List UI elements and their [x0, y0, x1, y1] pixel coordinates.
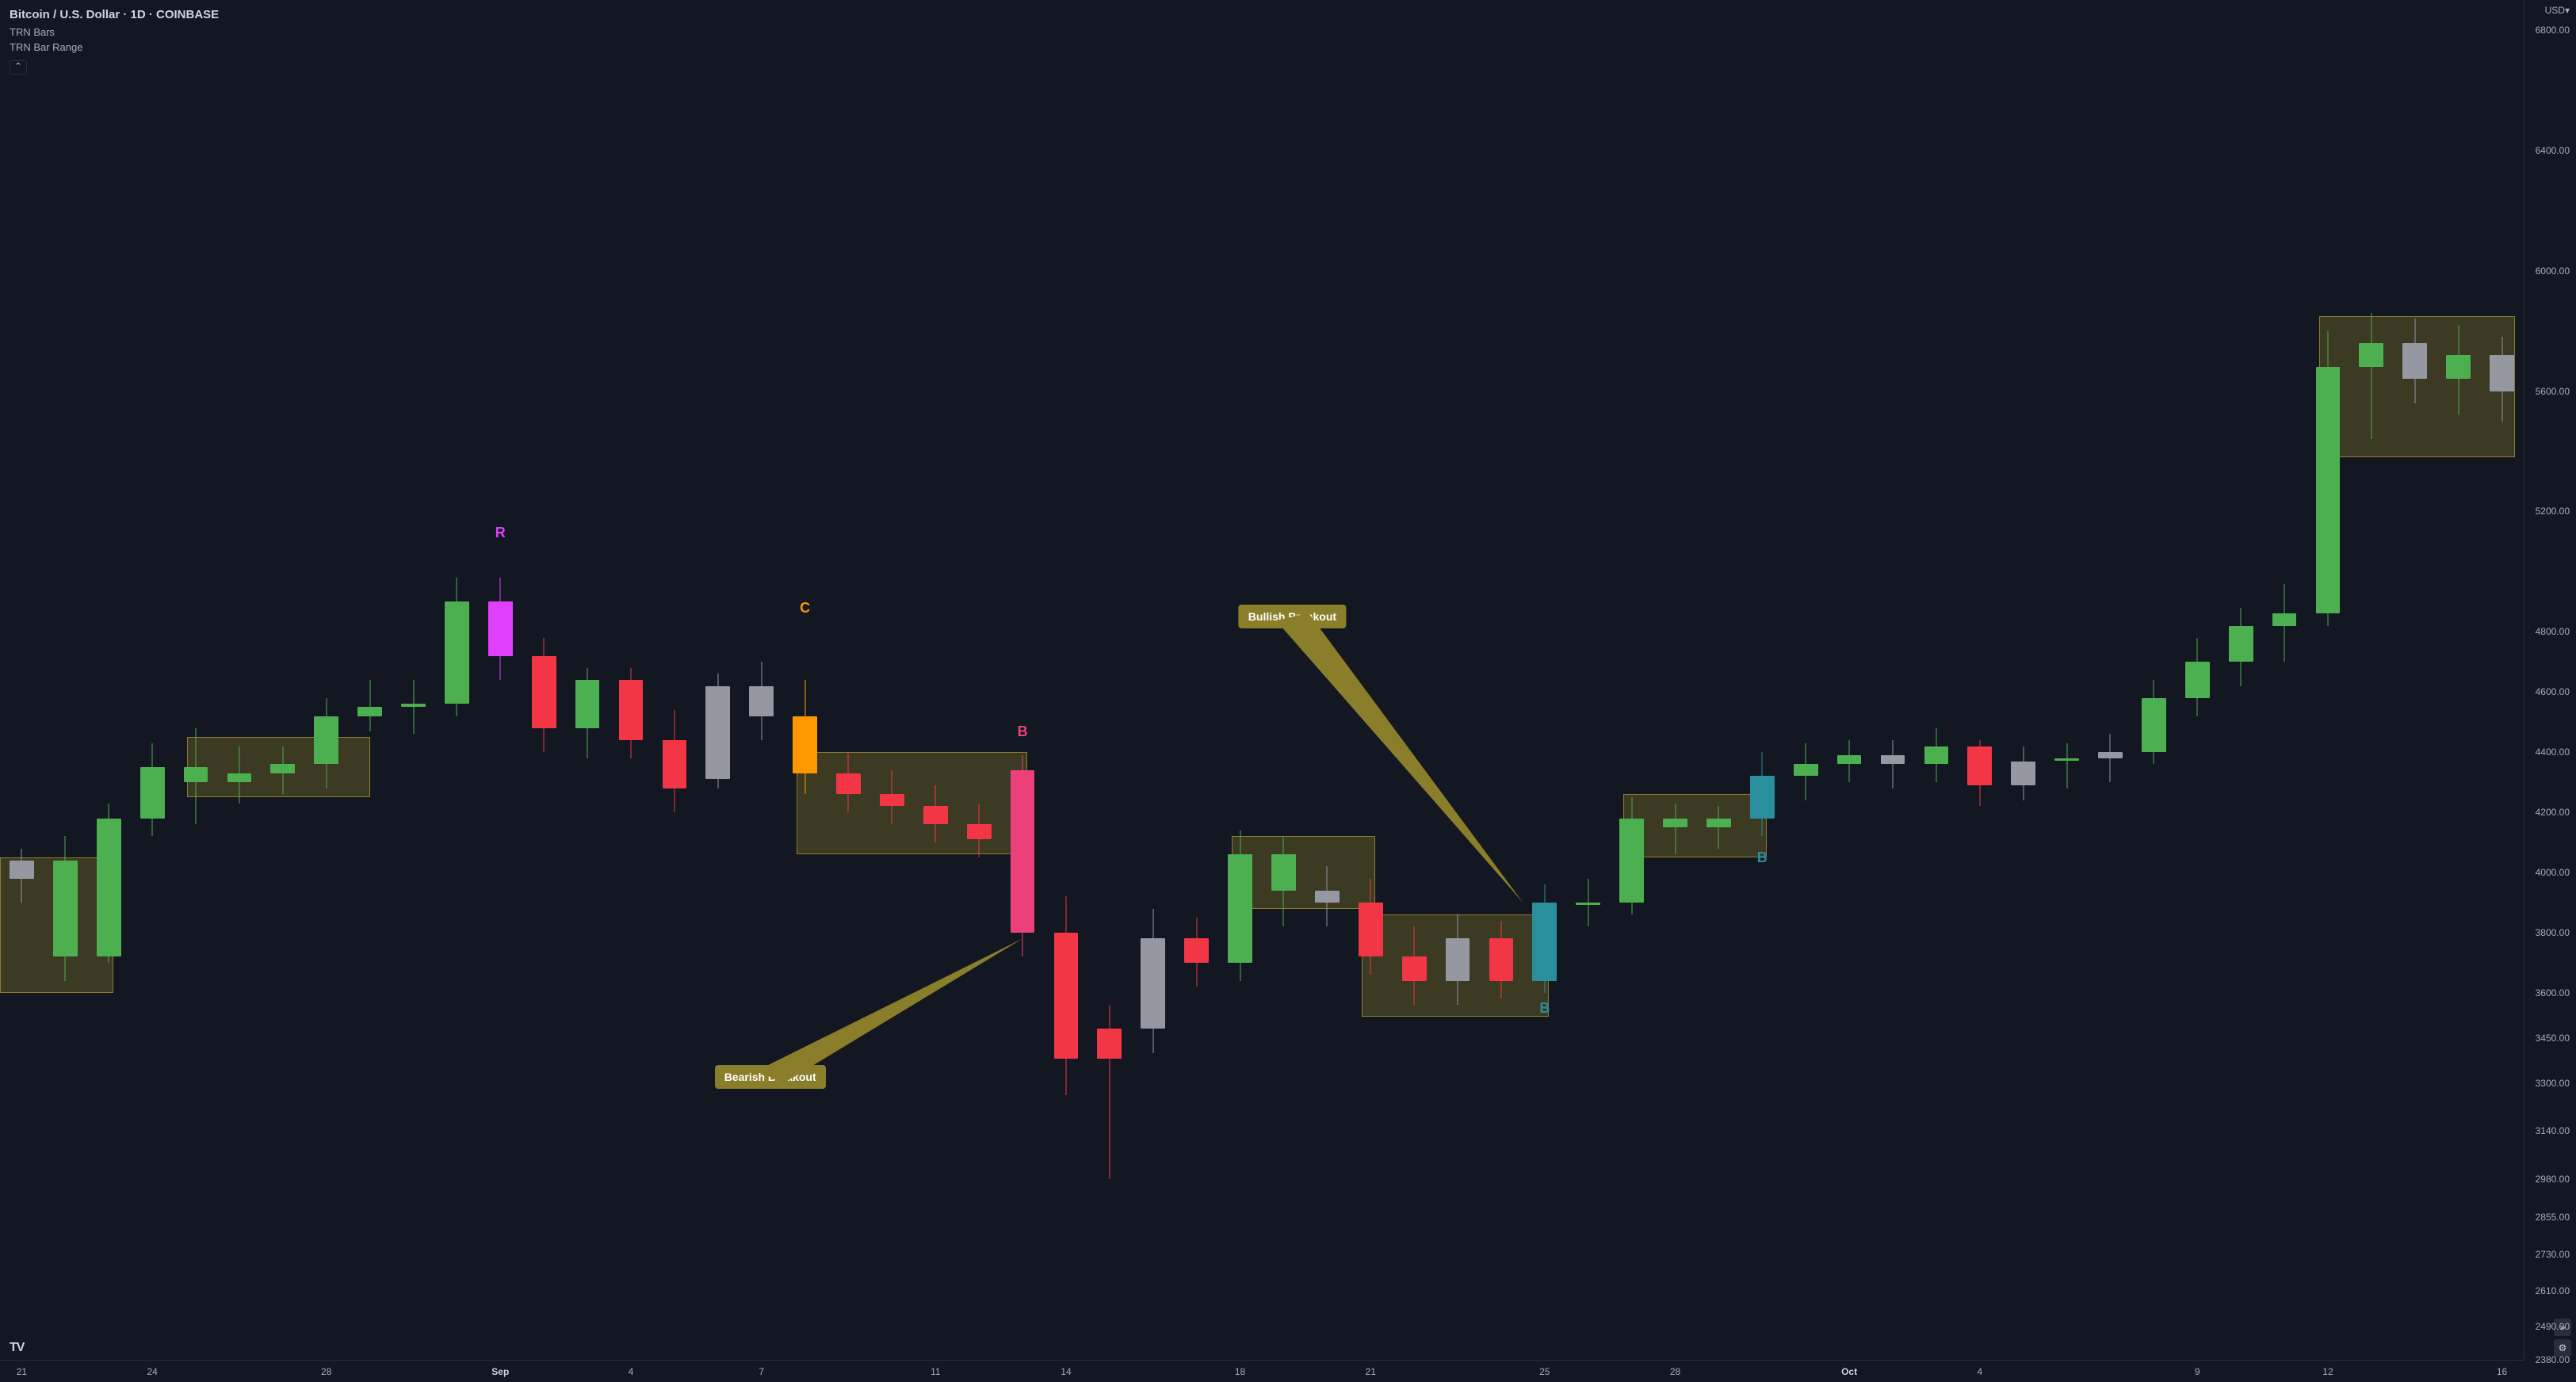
yaxis-tick: 6800.00: [2536, 25, 2570, 36]
indicator-1[interactable]: TRN Bars: [10, 25, 219, 40]
yaxis-tick: 2855.00: [2536, 1212, 2570, 1223]
chart-legend: Bitcoin / U.S. Dollar · 1D · COINBASE TR…: [10, 6, 219, 75]
xaxis-tick: 4: [629, 1366, 634, 1377]
symbol-title[interactable]: Bitcoin / U.S. Dollar · 1D · COINBASE: [10, 6, 219, 25]
xaxis-tick: 4: [1977, 1366, 1982, 1377]
currency-selector[interactable]: USD▾: [2545, 5, 2570, 16]
xaxis-tick: Sep: [491, 1366, 509, 1377]
xaxis-tick: 28: [321, 1366, 331, 1377]
yaxis-tick: 3800.00: [2536, 927, 2570, 938]
yaxis-tick: 2730.00: [2536, 1249, 2570, 1260]
xaxis-tick: 12: [2322, 1366, 2333, 1377]
xaxis-tick: 28: [1670, 1366, 1680, 1377]
bullish-breakout-connector: [0, 0, 2524, 1360]
gear-icon: ⚙: [2559, 1342, 2567, 1353]
yaxis-tick: 4200.00: [2536, 807, 2570, 818]
xaxis-tick: 24: [147, 1366, 157, 1377]
yaxis-tick: 6000.00: [2536, 265, 2570, 277]
xaxis-tick: 11: [931, 1366, 940, 1377]
xaxis-tick: 25: [1539, 1366, 1550, 1377]
xaxis-tick: 7: [759, 1366, 764, 1377]
xaxis-tick: 18: [1235, 1366, 1245, 1377]
xaxis-tick: 14: [1061, 1366, 1071, 1377]
time-axis[interactable]: 21 24 28 Sep 4 7 11 14 18 21 25 28 Oct 4 9 12 16: [0, 1360, 2524, 1382]
yaxis-tick: 4000.00: [2536, 867, 2570, 878]
price-axis[interactable]: USD▾ » ⚙ 6800.006400.006000.005600.00520…: [2524, 0, 2576, 1360]
yaxis-tick: 5200.00: [2536, 506, 2570, 517]
chart-plot-area[interactable]: RCBBBBearish BreakoutBullish Breakout: [0, 0, 2524, 1360]
yaxis-tick: 6400.00: [2536, 145, 2570, 156]
collapse-legend-button[interactable]: ⌃: [10, 60, 27, 74]
indicator-2[interactable]: TRN Bar Range: [10, 40, 219, 55]
xaxis-tick: 21: [17, 1366, 27, 1377]
tradingview-logo[interactable]: TV: [10, 1341, 24, 1355]
yaxis-tick: 2610.00: [2536, 1285, 2570, 1296]
yaxis-tick: 4400.00: [2536, 746, 2570, 758]
yaxis-tick: 2980.00: [2536, 1174, 2570, 1185]
chevron-down-icon: ▾: [2565, 5, 2570, 16]
yaxis-tick: 2380.00: [2536, 1354, 2570, 1365]
yaxis-tick: 3140.00: [2536, 1125, 2570, 1136]
xaxis-tick: 21: [1366, 1366, 1376, 1377]
xaxis-tick: 16: [2497, 1366, 2507, 1377]
yaxis-tick: 4600.00: [2536, 686, 2570, 697]
yaxis-tick: 3600.00: [2536, 987, 2570, 998]
yaxis-tick: 3300.00: [2536, 1078, 2570, 1089]
yaxis-tick: 3450.00: [2536, 1033, 2570, 1044]
yaxis-tick: 5600.00: [2536, 386, 2570, 397]
xaxis-tick: 9: [2195, 1366, 2200, 1377]
yaxis-tick: 2490.00: [2536, 1321, 2570, 1332]
yaxis-tick: 4800.00: [2536, 626, 2570, 637]
chevron-up-icon: ⌃: [14, 60, 21, 74]
xaxis-tick: Oct: [1841, 1366, 1857, 1377]
